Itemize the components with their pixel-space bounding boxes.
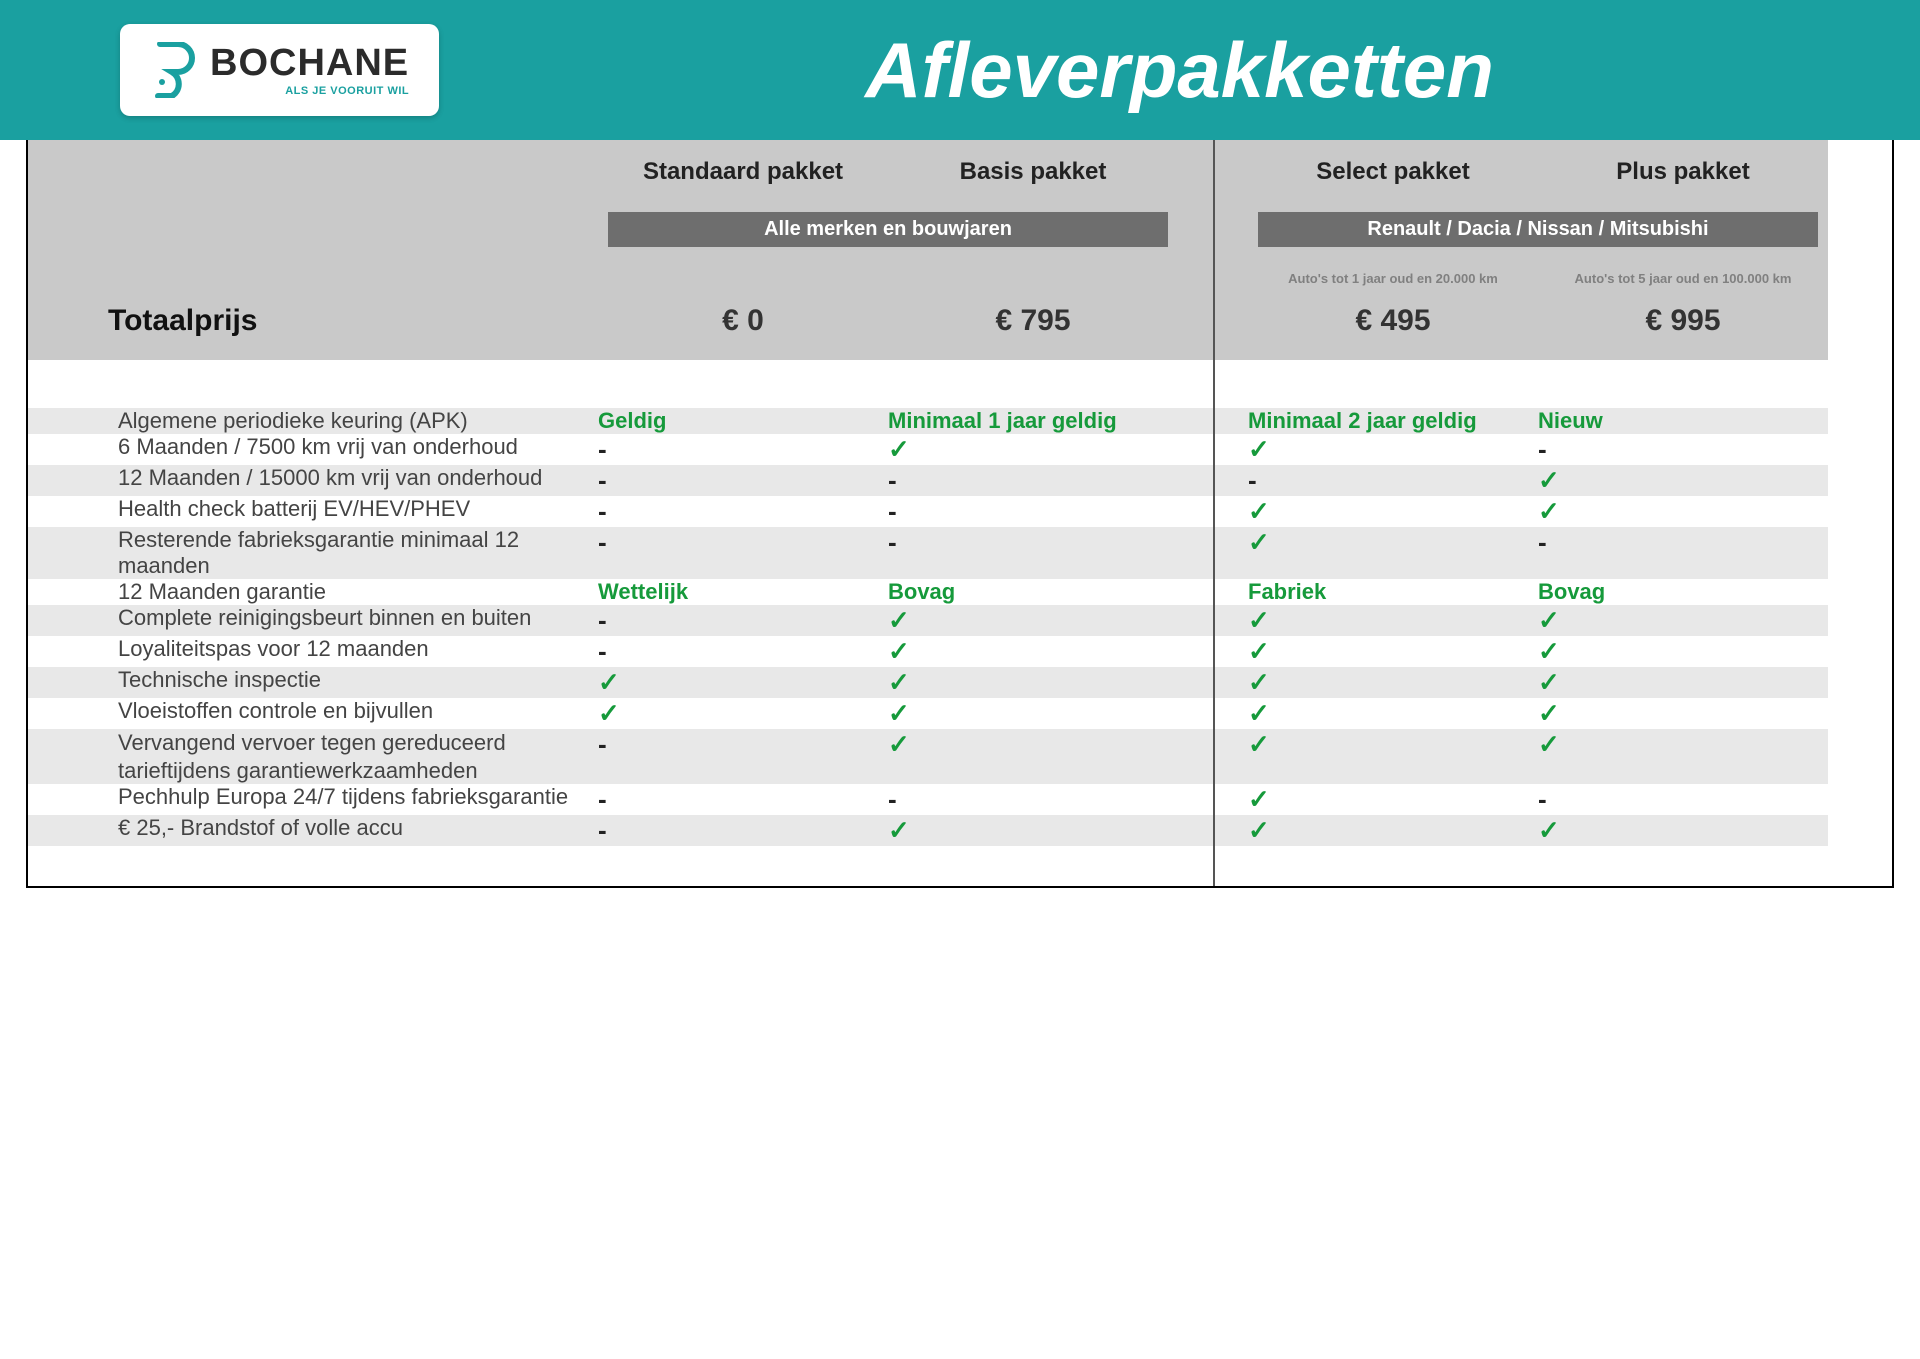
price-plus: € 995 xyxy=(1538,286,1828,360)
feature-label: Complete reinigingsbeurt binnen en buite… xyxy=(28,605,598,636)
feature-value: - xyxy=(1538,527,1828,579)
spacer-bottom xyxy=(598,846,888,886)
feature-label: Loyaliteitspas voor 12 maanden xyxy=(28,636,598,667)
subnote-empty-0 xyxy=(598,247,888,286)
spacer-bottom xyxy=(1248,846,1538,886)
page-title: Afleverpakketten xyxy=(479,25,1880,116)
group-label-all: Alle merken en bouwjaren xyxy=(598,186,1178,247)
feature-label: Pechhulp Europa 24/7 tijdens fabrieksgar… xyxy=(28,784,598,815)
feature-value: ✓ xyxy=(1248,496,1538,527)
feature-value: Minimaal 2 jaar geldig xyxy=(1248,408,1538,434)
col-title-select: Select pakket xyxy=(1248,140,1538,186)
feature-value: ✓ xyxy=(1538,605,1828,636)
feature-value: ✓ xyxy=(1538,815,1828,846)
subnote-empty-1 xyxy=(888,247,1178,286)
totaalprijs-label: Totaalprijs xyxy=(28,286,598,360)
feature-value: ✓ xyxy=(598,667,888,698)
feature-label: Vervangend vervoer tegen gereduceerd tar… xyxy=(28,729,598,784)
feature-value: - xyxy=(598,465,888,496)
feature-value: - xyxy=(1538,434,1828,465)
price-select: € 495 xyxy=(1248,286,1538,360)
feature-value: - xyxy=(1538,784,1828,815)
price-standaard: € 0 xyxy=(598,286,888,360)
spacer xyxy=(1248,360,1538,408)
feature-value: - xyxy=(598,434,888,465)
feature-value: ✓ xyxy=(598,698,888,729)
spacer xyxy=(598,360,888,408)
subnote-plus: Auto's tot 5 jaar oud en 100.000 km xyxy=(1538,247,1828,286)
spacer-bottom xyxy=(1538,846,1828,886)
feature-value: Nieuw xyxy=(1538,408,1828,434)
feature-value: ✓ xyxy=(888,698,1178,729)
feature-value: ✓ xyxy=(888,434,1178,465)
feature-value: - xyxy=(598,605,888,636)
feature-value: ✓ xyxy=(1538,465,1828,496)
price-basis: € 795 xyxy=(888,286,1178,360)
feature-label: Technische inspectie xyxy=(28,667,598,698)
spacer-bottom xyxy=(28,846,598,886)
feature-value: ✓ xyxy=(1248,636,1538,667)
col-title-standaard: Standaard pakket xyxy=(598,140,888,186)
col-title-plus: Plus pakket xyxy=(1538,140,1828,186)
feature-value: Fabriek xyxy=(1248,579,1538,605)
feature-value: ✓ xyxy=(1248,729,1538,784)
group-label-brands: Renault / Dacia / Nissan / Mitsubishi xyxy=(1248,186,1828,247)
feature-value: - xyxy=(598,636,888,667)
feature-value: - xyxy=(1248,465,1538,496)
feature-value: ✓ xyxy=(888,605,1178,636)
col-title-basis: Basis pakket xyxy=(888,140,1178,186)
feature-value: ✓ xyxy=(888,636,1178,667)
feature-value: ✓ xyxy=(1248,667,1538,698)
feature-value: ✓ xyxy=(1538,496,1828,527)
feature-value: Geldig xyxy=(598,408,888,434)
brand-logo: BOCHANE ALS JE VOORUIT WIL xyxy=(120,24,439,116)
feature-label: Resterende fabrieksgarantie minimaal 12 … xyxy=(28,527,598,579)
group-divider xyxy=(1213,140,1215,886)
feature-value: ✓ xyxy=(888,815,1178,846)
feature-value: - xyxy=(888,784,1178,815)
feature-value: Minimaal 1 jaar geldig xyxy=(888,408,1178,434)
feature-value: - xyxy=(598,527,888,579)
feature-value: Bovag xyxy=(1538,579,1828,605)
feature-label: 6 Maanden / 7500 km vrij van onderhoud xyxy=(28,434,598,465)
feature-value: ✓ xyxy=(888,667,1178,698)
feature-value: ✓ xyxy=(1248,815,1538,846)
feature-value: Wettelijk xyxy=(598,579,888,605)
feature-value: - xyxy=(888,496,1178,527)
feature-value: ✓ xyxy=(1538,636,1828,667)
feature-value: ✓ xyxy=(1248,527,1538,579)
feature-value: ✓ xyxy=(1248,605,1538,636)
feature-value: ✓ xyxy=(1538,698,1828,729)
spacer xyxy=(888,360,1178,408)
packages-table: Standaard pakketBasis pakket Select pakke… xyxy=(26,140,1894,888)
feature-label: Algemene periodieke keuring (APK) xyxy=(28,408,598,434)
feature-value: - xyxy=(888,465,1178,496)
brand-logo-icon xyxy=(150,42,196,98)
feature-value: ✓ xyxy=(1248,434,1538,465)
page-header: BOCHANE ALS JE VOORUIT WIL Afleverpakket… xyxy=(0,0,1920,140)
feature-label: € 25,- Brandstof of volle accu xyxy=(28,815,598,846)
feature-value: ✓ xyxy=(888,729,1178,784)
feature-label: 12 Maanden / 15000 km vrij van onderhoud xyxy=(28,465,598,496)
brand-name: BOCHANE xyxy=(210,44,409,82)
feature-label: 12 Maanden garantie xyxy=(28,579,598,605)
feature-value: ✓ xyxy=(1538,667,1828,698)
feature-value: - xyxy=(598,729,888,784)
feature-value: - xyxy=(598,784,888,815)
feature-value: ✓ xyxy=(1248,698,1538,729)
feature-value: - xyxy=(888,527,1178,579)
header-spacer xyxy=(28,140,598,286)
feature-value: ✓ xyxy=(1538,729,1828,784)
subnote-select: Auto's tot 1 jaar oud en 20.000 km xyxy=(1248,247,1538,286)
feature-label: Vloeistoffen controle en bijvullen xyxy=(28,698,598,729)
spacer xyxy=(28,360,598,408)
brand-tagline: ALS JE VOORUIT WIL xyxy=(210,86,409,97)
spacer-bottom xyxy=(888,846,1178,886)
feature-value: - xyxy=(598,496,888,527)
feature-value: Bovag xyxy=(888,579,1178,605)
spacer xyxy=(1538,360,1828,408)
feature-label: Health check batterij EV/HEV/PHEV xyxy=(28,496,598,527)
feature-value: ✓ xyxy=(1248,784,1538,815)
feature-value: - xyxy=(598,815,888,846)
